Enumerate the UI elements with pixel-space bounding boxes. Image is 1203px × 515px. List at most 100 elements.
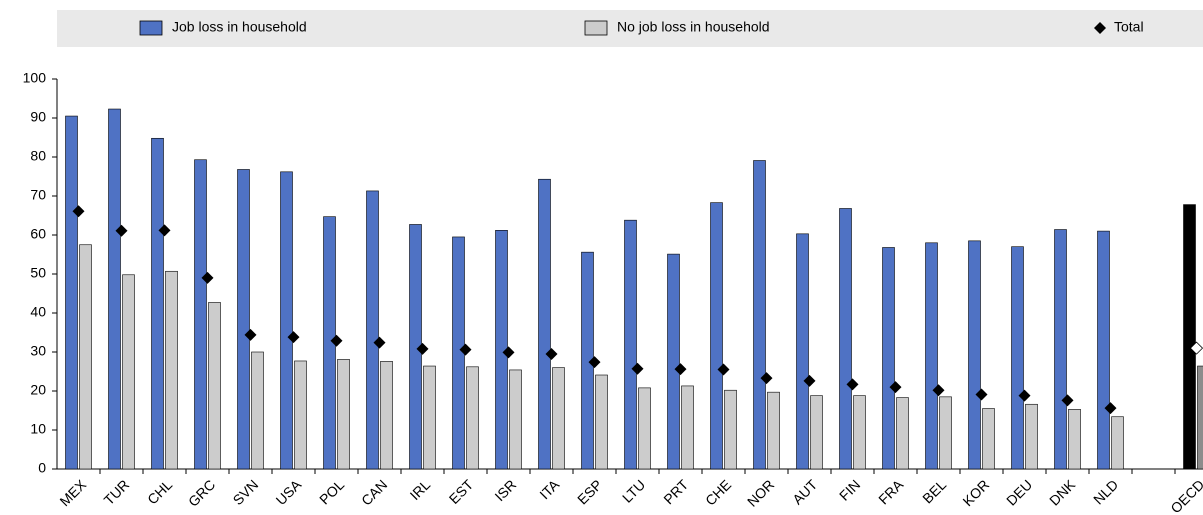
bar	[165, 270, 178, 470]
y-tick-label: 20	[30, 382, 46, 398]
bar	[1097, 230, 1110, 470]
bar	[294, 360, 307, 470]
bar	[667, 253, 680, 470]
y-tick-label: 40	[30, 304, 46, 320]
bar	[552, 367, 565, 470]
legend-swatch	[139, 20, 163, 36]
total-marker	[674, 363, 687, 376]
x-tick-label: LTU	[619, 476, 648, 505]
x-tick-label: ITA	[536, 476, 562, 502]
y-tick-label: 50	[30, 265, 46, 281]
x-tick-label: TUR	[101, 476, 133, 508]
legend-background	[57, 10, 1203, 47]
x-tick-label: ISR	[491, 476, 519, 504]
x-tick-label: IRL	[407, 476, 434, 503]
bar	[208, 302, 221, 470]
x-tick-label: MEX	[56, 476, 89, 509]
legend-label: Job loss in household	[172, 19, 307, 35]
bar	[724, 389, 737, 470]
bar	[796, 233, 809, 470]
x-tick-label: USA	[273, 476, 305, 508]
bar	[925, 242, 938, 470]
bar	[423, 365, 436, 470]
x-tick-label: NOR	[744, 476, 777, 509]
bar	[1183, 204, 1196, 470]
x-tick-label: AUT	[789, 476, 820, 507]
total-marker	[416, 342, 429, 355]
total-marker	[975, 388, 988, 401]
total-marker	[201, 271, 214, 284]
x-tick-label: NLD	[1090, 476, 1121, 507]
y-tick-label: 100	[23, 70, 47, 86]
legend-marker	[1094, 22, 1106, 34]
bar	[1197, 365, 1203, 470]
x-tick-label: FRA	[875, 476, 907, 508]
bar	[1011, 246, 1024, 470]
x-tick-label: GRC	[185, 476, 218, 509]
x-tick-label: DEU	[1003, 476, 1035, 508]
bar	[595, 374, 608, 470]
x-tick-label: BEL	[919, 476, 949, 506]
bar	[982, 408, 995, 470]
x-tick-label: CHL	[144, 476, 175, 507]
bar	[151, 137, 164, 470]
bar	[380, 361, 393, 470]
legend-label: No job loss in household	[617, 19, 770, 35]
total-marker	[1189, 341, 1203, 355]
bar	[280, 171, 293, 470]
bar	[710, 202, 723, 470]
bar	[882, 247, 895, 470]
total-marker	[889, 381, 902, 394]
y-tick-label: 0	[38, 460, 46, 476]
total-marker	[459, 343, 472, 356]
x-tick-label: PRT	[660, 476, 691, 507]
bar	[638, 387, 651, 470]
x-tick-label: SVN	[230, 476, 262, 508]
x-tick-label: KOR	[959, 476, 992, 509]
bar	[108, 108, 121, 470]
bar	[681, 385, 694, 470]
y-tick-label: 70	[30, 187, 46, 203]
bar	[968, 240, 981, 470]
bar	[853, 395, 866, 470]
bar	[896, 397, 909, 470]
y-tick-label: 30	[30, 343, 46, 359]
bar	[452, 236, 465, 470]
bar	[251, 351, 264, 470]
total-marker	[588, 356, 601, 369]
bar	[466, 366, 479, 470]
bar	[624, 219, 637, 470]
x-tick-label: DNK	[1046, 476, 1079, 509]
bar	[767, 391, 780, 470]
x-tick-label: CHE	[702, 476, 734, 508]
total-marker	[631, 362, 644, 375]
y-tick-label: 90	[30, 109, 46, 125]
bar	[1111, 416, 1124, 470]
total-marker	[158, 224, 171, 237]
total-marker	[846, 378, 859, 391]
bar	[65, 115, 78, 470]
total-marker	[932, 384, 945, 397]
total-marker	[244, 328, 257, 341]
x-tick-label: CAN	[358, 476, 390, 508]
total-marker	[287, 331, 300, 344]
bar	[810, 395, 823, 470]
y-tick-label: 10	[30, 421, 46, 437]
bar	[839, 208, 852, 470]
bar	[509, 369, 522, 470]
bar	[1068, 409, 1081, 470]
bar	[79, 244, 92, 470]
x-tick-label: OECD	[1167, 476, 1203, 515]
legend-swatch	[584, 20, 608, 36]
bar	[194, 159, 207, 470]
bar	[939, 396, 952, 470]
total-marker	[373, 336, 386, 349]
bar	[1054, 229, 1067, 470]
total-marker	[1061, 394, 1074, 407]
x-tick-label: EST	[446, 476, 477, 507]
bar	[753, 160, 766, 470]
bar	[366, 190, 379, 470]
total-marker	[803, 374, 816, 387]
bar	[122, 274, 135, 470]
x-tick-label: ESP	[574, 476, 605, 507]
